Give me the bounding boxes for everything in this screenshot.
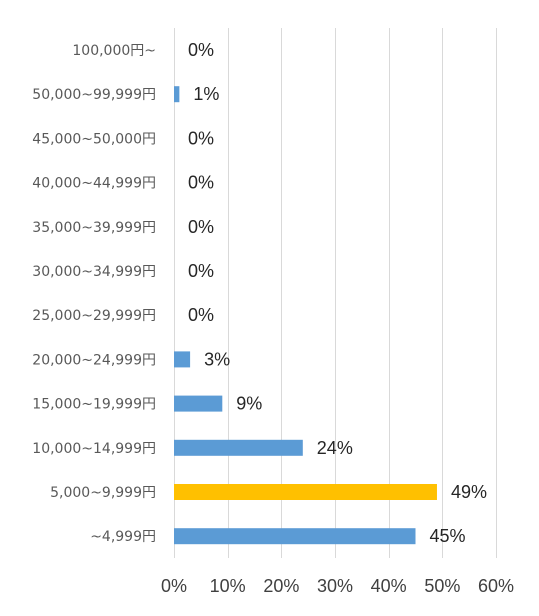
category-label: 40,000~44,999円 (32, 176, 156, 192)
data-label: 1% (193, 84, 219, 104)
category-label: 35,000~39,999円 (32, 220, 156, 236)
x-tick-label: 20% (263, 576, 299, 596)
gridlines (174, 28, 497, 558)
category-labels: 100,000円~ 50,000~99,999円 45,000~50,000円 40,… (32, 43, 156, 545)
category-label: 15,000~19,999円 (32, 397, 156, 413)
data-label: 9% (236, 394, 262, 414)
x-axis-tick-labels: 0% 10% 20% 30% 40% 50% 60% (161, 576, 514, 596)
bar (174, 351, 191, 368)
category-label: 50,000~99,999円 (32, 87, 156, 103)
data-label: 0% (188, 40, 214, 60)
x-tick-label: 60% (478, 576, 514, 596)
category-label: 5,000~9,999円 (50, 485, 156, 501)
data-label: 49% (451, 482, 487, 502)
data-label: 0% (188, 173, 214, 193)
bar (174, 395, 223, 412)
data-labels: 0% 1% 0% 0% 0% 0% 0% 3% 9% 24% 49% 45% (188, 40, 487, 546)
data-label: 0% (188, 305, 214, 325)
category-label: ~4,999円 (90, 529, 156, 545)
x-tick-label: 30% (317, 576, 353, 596)
category-label: 30,000~34,999円 (32, 264, 156, 280)
category-label: 10,000~14,999円 (32, 441, 156, 457)
x-tick-label: 40% (371, 576, 407, 596)
bar (174, 86, 180, 103)
data-label: 24% (317, 438, 353, 458)
category-label: 45,000~50,000円 (32, 131, 156, 147)
data-label: 0% (188, 217, 214, 237)
data-label: 45% (430, 526, 466, 546)
category-label: 100,000円~ (72, 43, 156, 59)
bars (174, 86, 437, 545)
data-label: 0% (188, 128, 214, 148)
data-label: 0% (188, 261, 214, 281)
category-label: 25,000~29,999円 (32, 308, 156, 324)
data-label: 3% (204, 349, 230, 369)
category-label: 20,000~24,999円 (32, 352, 156, 368)
bar (174, 484, 437, 500)
bar (174, 528, 416, 545)
x-tick-label: 10% (210, 576, 246, 596)
x-tick-label: 0% (161, 576, 187, 596)
x-tick-label: 50% (424, 576, 460, 596)
bar (174, 439, 303, 456)
